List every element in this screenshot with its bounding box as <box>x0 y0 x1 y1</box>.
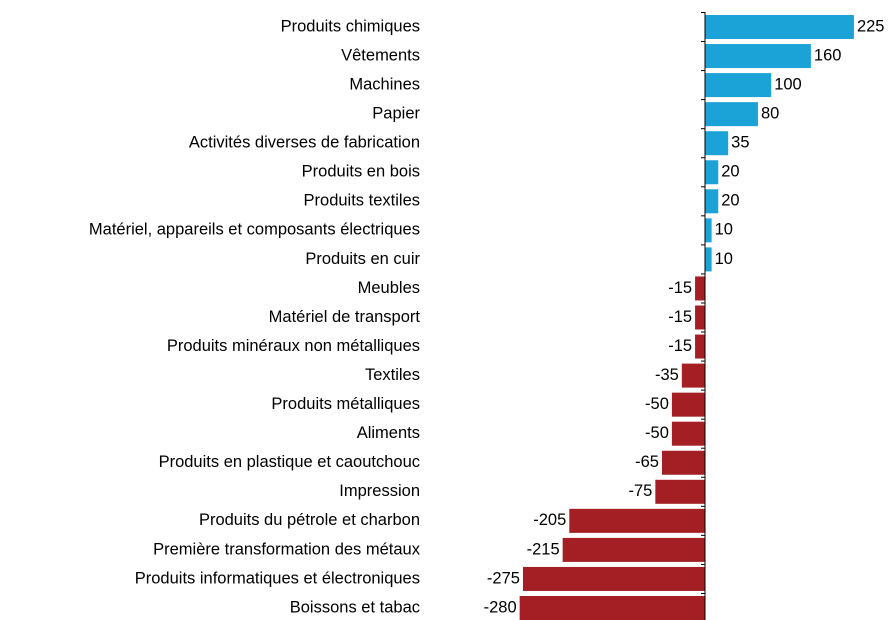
category-label: Meubles <box>358 279 420 297</box>
category-label: Boissons et tabac <box>290 598 420 616</box>
value-label: -15 <box>668 308 692 326</box>
value-label: -15 <box>668 337 692 355</box>
value-label: 20 <box>721 192 739 210</box>
bar <box>671 392 705 417</box>
bar <box>705 218 712 243</box>
value-label: 100 <box>774 75 802 93</box>
category-label: Machines <box>349 75 420 93</box>
category-label: Produits informatiques et électroniques <box>135 569 420 587</box>
bar <box>695 305 705 330</box>
category-label: Produits en bois <box>302 163 420 181</box>
category-label: Textiles <box>365 366 420 384</box>
bar <box>705 131 729 156</box>
value-label: 80 <box>761 105 779 123</box>
category-label: Produits du pétrole et charbon <box>199 511 420 529</box>
category-label: Matériel de transport <box>269 308 421 326</box>
value-label: 10 <box>715 221 733 239</box>
category-label: Matériel, appareils et composants électr… <box>89 221 420 239</box>
value-label: 20 <box>721 163 739 181</box>
category-label: Première transformation des métaux <box>153 540 421 558</box>
bar <box>705 189 719 214</box>
value-label: -50 <box>645 424 669 442</box>
value-label: -15 <box>668 279 692 297</box>
category-label: Activités diverses de fabrication <box>189 134 420 152</box>
value-label: 160 <box>814 46 842 64</box>
bar <box>519 596 705 620</box>
bar <box>569 508 705 533</box>
value-label: 225 <box>857 17 885 35</box>
category-label: Impression <box>339 482 420 500</box>
category-label: Produits en plastique et caoutchouc <box>159 453 420 471</box>
bar <box>705 160 719 185</box>
bar <box>705 44 811 69</box>
bar <box>695 334 705 359</box>
bar <box>562 537 705 562</box>
value-label: -75 <box>628 482 652 500</box>
bar <box>705 15 854 39</box>
value-label: -205 <box>533 511 566 529</box>
category-label: Produits métalliques <box>271 395 420 413</box>
category-label: Produits textiles <box>304 192 420 210</box>
bar <box>655 479 705 504</box>
bar <box>695 276 705 301</box>
value-label: -215 <box>527 540 560 558</box>
value-label: -65 <box>635 453 659 471</box>
category-label: Vêtements <box>341 46 420 64</box>
bar <box>522 566 705 591</box>
bar <box>681 363 705 388</box>
value-label: -50 <box>645 395 669 413</box>
category-label: Papier <box>372 105 420 123</box>
category-label: Aliments <box>357 424 420 442</box>
value-label: -275 <box>487 569 520 587</box>
value-label: 10 <box>715 250 733 268</box>
bar <box>705 102 758 127</box>
category-label: Produits chimiques <box>281 17 420 35</box>
category-label: Produits minéraux non métalliques <box>167 337 420 355</box>
bar <box>671 421 705 446</box>
category-label: Produits en cuir <box>305 250 420 268</box>
value-label: -280 <box>484 598 517 616</box>
bar <box>661 450 705 475</box>
bar <box>705 247 712 272</box>
value-label: 35 <box>731 134 749 152</box>
bar <box>705 73 772 98</box>
value-label: -35 <box>655 366 679 384</box>
